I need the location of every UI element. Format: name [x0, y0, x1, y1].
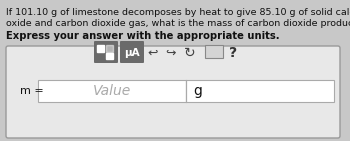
- Text: oxide and carbon dioxide gas, what is the mass of carbon dioxide produced?: oxide and carbon dioxide gas, what is th…: [6, 19, 350, 28]
- FancyBboxPatch shape: [38, 80, 186, 102]
- Text: abc: abc: [208, 49, 220, 54]
- Bar: [205, 45, 223, 58]
- Text: ?: ?: [229, 46, 237, 60]
- Text: g: g: [193, 84, 202, 98]
- FancyBboxPatch shape: [94, 41, 118, 63]
- Text: ↪: ↪: [166, 47, 176, 60]
- Bar: [106, 53, 113, 59]
- Text: If 101.10 g of limestone decomposes by heat to give 85.10 g of solid calcium: If 101.10 g of limestone decomposes by h…: [6, 8, 350, 17]
- Text: ↻: ↻: [184, 46, 196, 60]
- Text: ↩: ↩: [148, 47, 158, 60]
- Bar: [97, 45, 104, 52]
- Text: m =: m =: [20, 86, 44, 96]
- FancyBboxPatch shape: [186, 80, 334, 102]
- FancyBboxPatch shape: [120, 41, 144, 63]
- Text: Value: Value: [93, 84, 131, 98]
- Bar: [106, 45, 113, 52]
- Text: μA: μA: [124, 48, 140, 58]
- Text: Express your answer with the appropriate units.: Express your answer with the appropriate…: [6, 31, 280, 41]
- FancyBboxPatch shape: [6, 46, 340, 138]
